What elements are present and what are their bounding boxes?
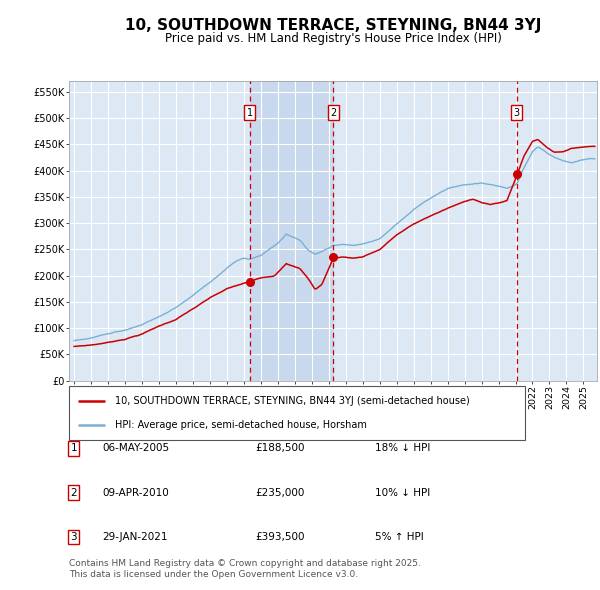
Text: 5% ↑ HPI: 5% ↑ HPI bbox=[375, 532, 424, 542]
Text: 10, SOUTHDOWN TERRACE, STEYNING, BN44 3YJ (semi-detached house): 10, SOUTHDOWN TERRACE, STEYNING, BN44 3Y… bbox=[115, 396, 469, 406]
Text: Contains HM Land Registry data © Crown copyright and database right 2025.
This d: Contains HM Land Registry data © Crown c… bbox=[69, 559, 421, 579]
Text: 2: 2 bbox=[70, 488, 77, 497]
Text: 1: 1 bbox=[247, 108, 253, 118]
Text: Price paid vs. HM Land Registry's House Price Index (HPI): Price paid vs. HM Land Registry's House … bbox=[164, 32, 502, 45]
Text: 10, SOUTHDOWN TERRACE, STEYNING, BN44 3YJ: 10, SOUTHDOWN TERRACE, STEYNING, BN44 3Y… bbox=[125, 18, 541, 32]
Text: 29-JAN-2021: 29-JAN-2021 bbox=[102, 532, 167, 542]
Text: 10% ↓ HPI: 10% ↓ HPI bbox=[375, 488, 430, 497]
Text: HPI: Average price, semi-detached house, Horsham: HPI: Average price, semi-detached house,… bbox=[115, 420, 367, 430]
Text: 3: 3 bbox=[70, 532, 77, 542]
Text: 09-APR-2010: 09-APR-2010 bbox=[102, 488, 169, 497]
Text: £188,500: £188,500 bbox=[255, 444, 305, 453]
Bar bbox=[250, 81, 334, 381]
Text: 06-MAY-2005: 06-MAY-2005 bbox=[102, 444, 169, 453]
Text: 3: 3 bbox=[514, 108, 520, 118]
Text: 1: 1 bbox=[70, 444, 77, 453]
Text: £235,000: £235,000 bbox=[255, 488, 304, 497]
Text: 2: 2 bbox=[330, 108, 337, 118]
Text: 18% ↓ HPI: 18% ↓ HPI bbox=[375, 444, 430, 453]
FancyBboxPatch shape bbox=[69, 386, 525, 440]
Text: £393,500: £393,500 bbox=[255, 532, 305, 542]
